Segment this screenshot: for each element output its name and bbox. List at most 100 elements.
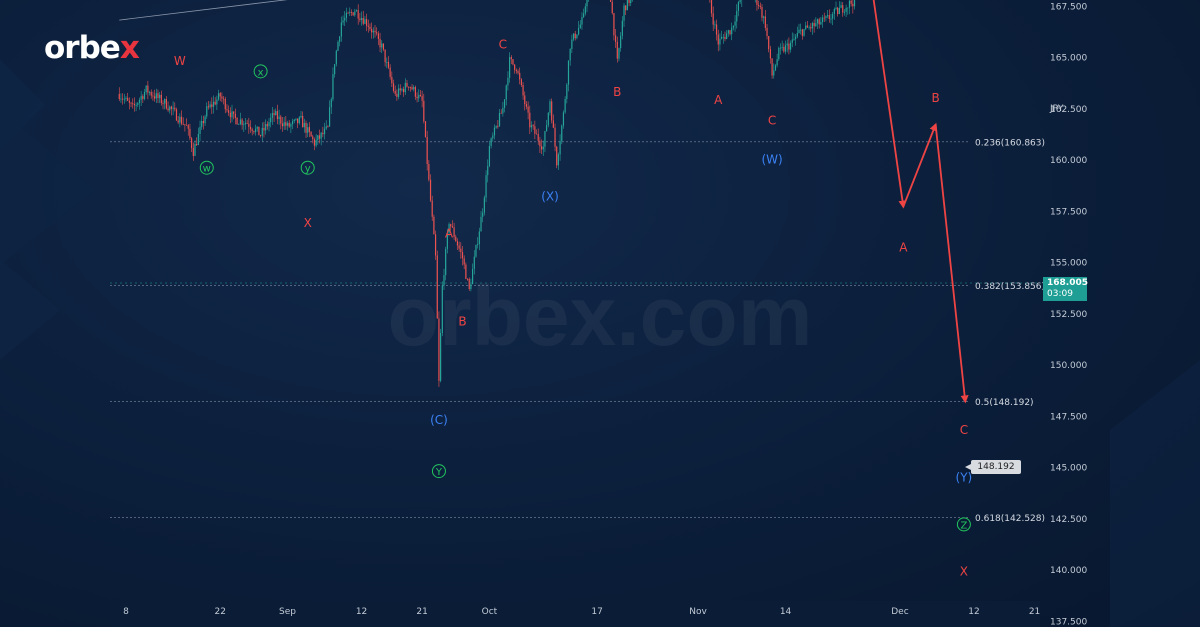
candle-body bbox=[835, 7, 837, 9]
projection-layer bbox=[872, 0, 969, 404]
candle-body bbox=[562, 112, 565, 126]
candle-body bbox=[825, 16, 827, 18]
candle-body bbox=[352, 12, 354, 16]
candle-body bbox=[408, 86, 410, 88]
candle-body bbox=[520, 79, 522, 86]
candle-body bbox=[784, 45, 787, 52]
candle-body bbox=[270, 117, 272, 123]
candle-body bbox=[365, 19, 368, 26]
y-tick-label: 165.000 bbox=[1050, 54, 1087, 64]
candle-body bbox=[263, 127, 265, 131]
candle-body bbox=[179, 116, 181, 123]
candle-body bbox=[441, 285, 443, 333]
candle-body bbox=[297, 118, 299, 124]
candle-body bbox=[458, 245, 460, 249]
candle-body bbox=[403, 89, 405, 93]
x-tick-label: Dec bbox=[891, 607, 908, 617]
y-tick-label: 162.500 bbox=[1050, 105, 1087, 115]
candle-body bbox=[342, 20, 344, 23]
candle-body bbox=[726, 33, 728, 39]
candle-body bbox=[135, 104, 137, 106]
candle-body bbox=[228, 110, 230, 113]
candle-body bbox=[130, 102, 132, 104]
candle-body bbox=[350, 12, 353, 13]
candle-body bbox=[251, 129, 253, 132]
candle-body bbox=[756, 0, 758, 5]
candle-body bbox=[280, 116, 282, 124]
candle-body bbox=[187, 125, 189, 129]
candle-body bbox=[392, 83, 395, 91]
candle-body bbox=[148, 92, 151, 93]
candle-body bbox=[305, 122, 307, 133]
candle-body bbox=[502, 107, 504, 114]
candle-body bbox=[150, 92, 152, 96]
candles-layer bbox=[118, 0, 856, 387]
candle-body bbox=[391, 76, 393, 84]
candle-body bbox=[335, 50, 337, 65]
y-tick-label: 145.000 bbox=[1050, 464, 1087, 474]
candle-body bbox=[842, 5, 844, 13]
candle-body bbox=[840, 5, 842, 8]
candle-body bbox=[519, 72, 521, 80]
candle-body bbox=[433, 216, 435, 235]
candle-body bbox=[143, 92, 146, 99]
candle-body bbox=[224, 98, 226, 110]
candle-body bbox=[396, 93, 398, 97]
candle-body bbox=[286, 122, 289, 126]
candle-body bbox=[739, 0, 741, 3]
candle-body bbox=[584, 6, 586, 14]
candle-body bbox=[261, 127, 263, 136]
candle-body bbox=[515, 69, 517, 72]
candle-body bbox=[532, 125, 534, 127]
candle-body bbox=[830, 18, 832, 20]
wave-label: Y bbox=[435, 467, 443, 478]
candle-body bbox=[371, 28, 373, 33]
candle-body bbox=[796, 33, 798, 37]
x-tick-label: 21 bbox=[1029, 607, 1040, 617]
candle-body bbox=[290, 124, 292, 127]
candle-body bbox=[789, 42, 792, 50]
candle-body bbox=[174, 107, 176, 110]
candle-body bbox=[482, 212, 484, 217]
candle-body bbox=[165, 99, 167, 109]
candle-body bbox=[137, 103, 139, 105]
candle-body bbox=[783, 46, 785, 52]
candle-body bbox=[547, 112, 549, 126]
candle-body bbox=[307, 127, 309, 133]
candle-body bbox=[850, 0, 852, 4]
candle-body bbox=[177, 120, 179, 123]
candle-body bbox=[773, 70, 775, 76]
y-axis: JPY 182.500180.000177.500175.000172.5001… bbox=[1049, 2, 1087, 627]
candle-body bbox=[413, 87, 415, 90]
wave-label: W bbox=[174, 54, 186, 68]
candle-body bbox=[249, 126, 252, 130]
wave-label: C bbox=[960, 423, 968, 437]
candle-body bbox=[328, 107, 331, 127]
candle-body bbox=[446, 232, 448, 249]
candle-body bbox=[260, 135, 262, 137]
candle-body bbox=[376, 32, 378, 34]
projection-arrow bbox=[934, 124, 969, 404]
candle-body bbox=[611, 1, 613, 14]
candle-body bbox=[453, 227, 455, 237]
candle-body bbox=[450, 224, 452, 227]
x-tick-label: 8 bbox=[123, 607, 129, 617]
x-tick-label: Oct bbox=[482, 607, 498, 617]
y-tick-label: 150.000 bbox=[1050, 361, 1087, 371]
wave-label-circle bbox=[956, 517, 971, 532]
candle-body bbox=[463, 258, 465, 265]
candle-body bbox=[567, 60, 570, 85]
y-tick-label: 142.500 bbox=[1050, 515, 1087, 525]
candle-body bbox=[132, 103, 134, 105]
candle-body bbox=[530, 125, 533, 128]
candle-body bbox=[485, 175, 487, 198]
candle-body bbox=[771, 58, 773, 76]
candle-body bbox=[241, 119, 243, 125]
candle-body bbox=[471, 268, 474, 285]
candle-body bbox=[118, 93, 120, 100]
candle-body bbox=[620, 35, 622, 49]
candle-body bbox=[265, 124, 267, 131]
candle-body bbox=[169, 106, 171, 111]
candle-body bbox=[355, 10, 358, 12]
